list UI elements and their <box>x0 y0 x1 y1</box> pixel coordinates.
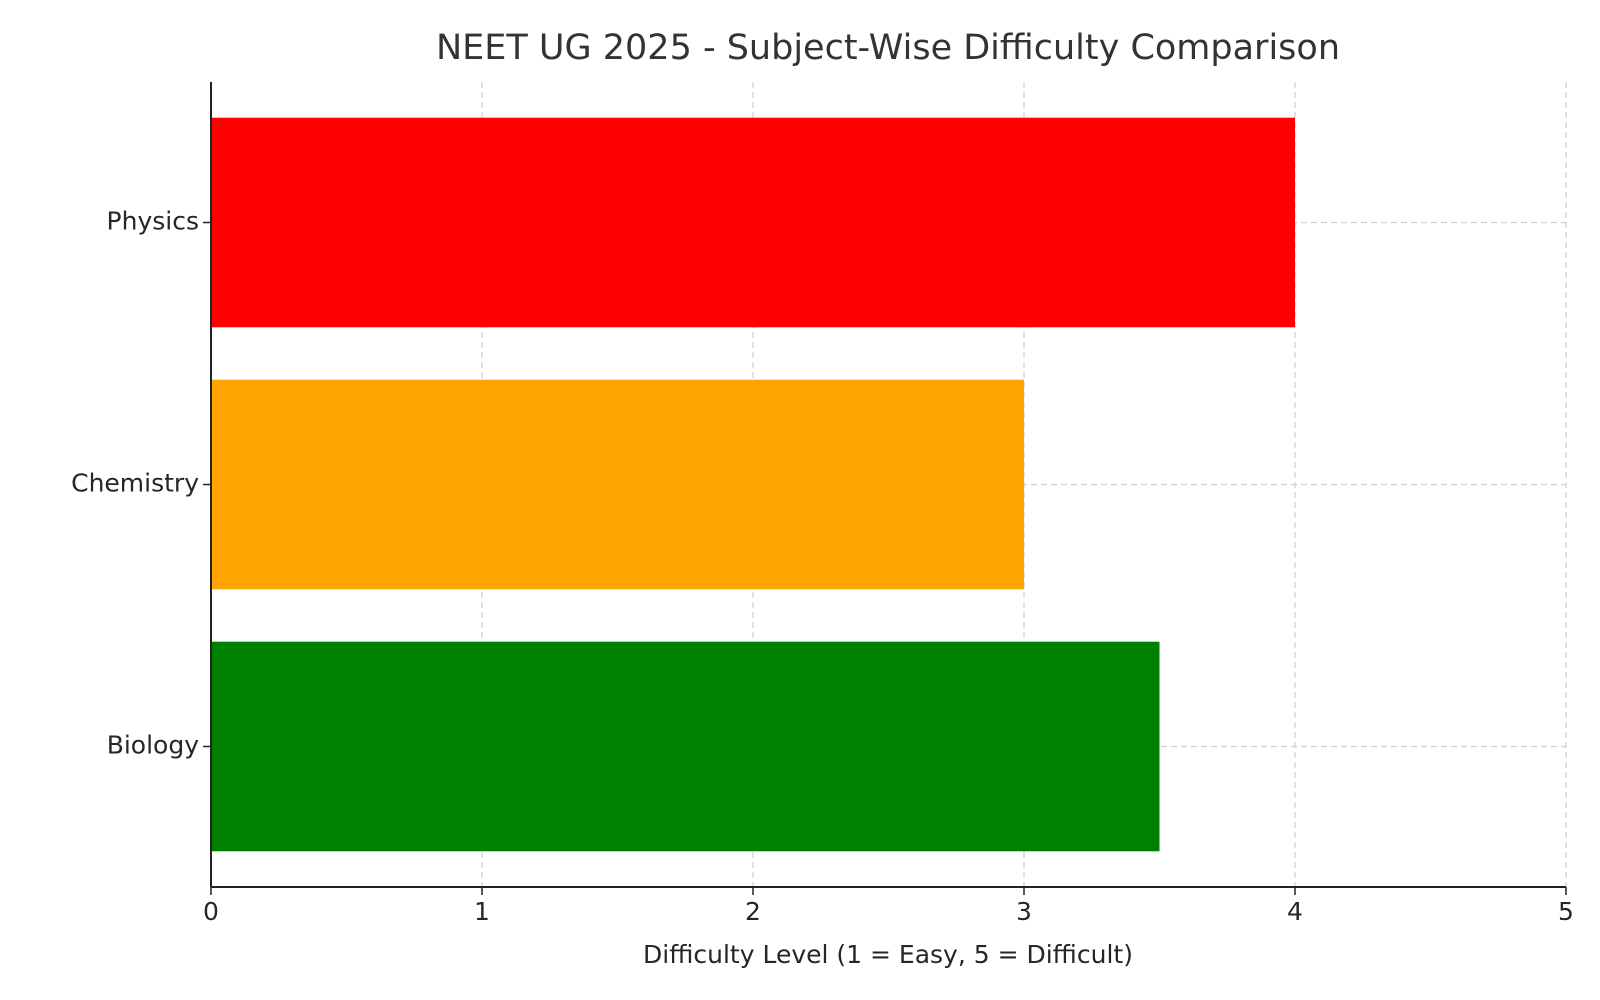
chart-title: NEET UG 2025 - Subject-Wise Difficulty C… <box>436 28 1340 68</box>
x-tick-label: 0 <box>203 897 219 926</box>
x-tick-label: 3 <box>1016 897 1032 926</box>
bar <box>211 379 1024 590</box>
y-tick-label: Biology <box>107 731 200 760</box>
bar <box>211 117 1295 328</box>
x-tick-label: 5 <box>1558 897 1574 926</box>
x-tick-label: 2 <box>745 897 761 926</box>
y-tick-label: Chemistry <box>71 469 199 498</box>
bar <box>211 641 1160 852</box>
x-tick-label: 4 <box>1287 897 1303 926</box>
x-axis-label: Difficulty Level (1 = Easy, 5 = Difficul… <box>643 940 1133 969</box>
x-tick-label: 1 <box>474 897 490 926</box>
y-tick-label: Physics <box>107 207 199 236</box>
